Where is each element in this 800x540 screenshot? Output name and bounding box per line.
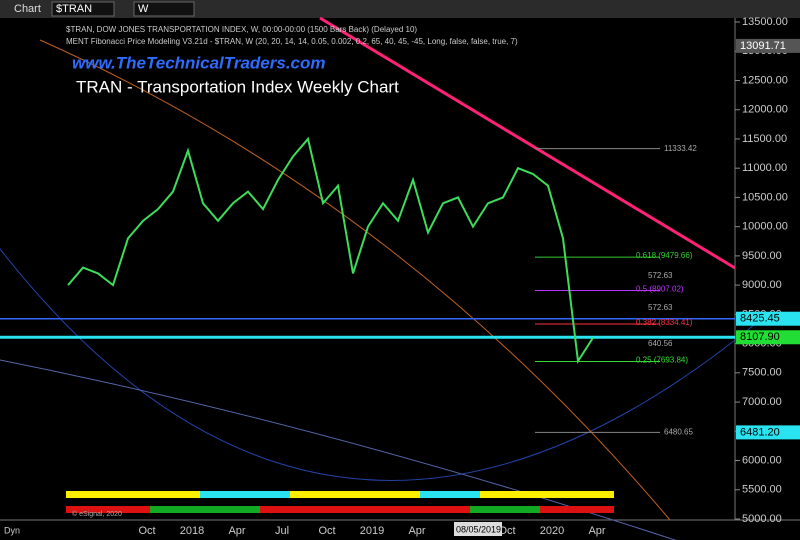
x-tick-label: Apr: [588, 525, 605, 537]
indicator-bar: [66, 506, 614, 513]
x-tick-label: 2019: [360, 525, 384, 537]
price-tag-label: 13091.71: [740, 40, 786, 52]
toolbar: [0, 0, 800, 18]
y-tick-label: 9500.00: [742, 250, 782, 262]
y-tick-label: 12000.00: [742, 104, 788, 116]
trendline: [319, 16, 736, 270]
level-label: 11333.42: [664, 144, 697, 153]
footer: Dyn: [4, 525, 20, 535]
annotation: 572.63: [648, 271, 673, 280]
price-tag: [736, 311, 800, 326]
price-tag-label: 6481.20: [740, 426, 780, 438]
x-tick-label: 2020: [540, 525, 564, 537]
fib-label: 0.618 (9479.66): [636, 251, 693, 260]
level-label: 6480.65: [664, 428, 693, 437]
x-tick-label: Oct: [498, 525, 515, 537]
y-tick-label: 9000.00: [742, 279, 782, 291]
indicator-bar: [420, 491, 480, 498]
x-tick-label: Jul: [275, 525, 289, 537]
symbol[interactable]: $TRAN: [56, 3, 92, 15]
y-tick-label: 10500.00: [742, 191, 788, 203]
y-tick-label: 10000.00: [742, 221, 788, 233]
y-tick-label: 13500.00: [742, 16, 788, 28]
watermark: www.TheTechnicalTraders.com: [72, 53, 326, 72]
annotation: 640.56: [648, 339, 673, 348]
y-tick-label: 12500.00: [742, 74, 788, 86]
fib-label: 0.5 (8907.02): [636, 285, 684, 294]
info-line: MENT Fibonacci Price Modeling V3.21d - $…: [66, 37, 518, 46]
price-tag-label: 8107.90: [740, 331, 780, 343]
price-line: [67, 136, 594, 365]
arc: [0, 247, 761, 481]
y-tick-label: 5500.00: [742, 484, 782, 496]
cursor-date-box: [454, 522, 502, 536]
y-tick-label: 7500.00: [742, 367, 782, 379]
fib-label: 0.382 (8334.41): [636, 318, 693, 327]
info-line: $TRAN, DOW JONES TRANSPORTATION INDEX, W…: [66, 25, 417, 34]
window-title: Chart: [14, 3, 41, 15]
arc: [0, 359, 677, 540]
price-tag: [736, 330, 800, 345]
x-tick-label: Apr: [408, 525, 425, 537]
fib-label: 0.25 (7693.84): [636, 356, 688, 365]
chart-title: TRAN - Transportation Index Weekly Chart: [76, 77, 399, 96]
indicator-bar: [66, 491, 614, 498]
symbol-box[interactable]: [51, 1, 115, 17]
y-tick-label: 11000.00: [742, 162, 787, 174]
x-tick-label: Oct: [318, 525, 335, 537]
price-tag: [736, 38, 800, 53]
y-tick-label: 5000.00: [742, 513, 782, 525]
indicator-bar: [150, 506, 260, 513]
indicator-bar: [470, 506, 540, 513]
arc: [39, 39, 671, 521]
cursor-date: 08/05/2019: [456, 524, 501, 534]
price-tag-label: 8425.45: [740, 313, 780, 325]
y-tick-label: 6000.00: [742, 454, 782, 466]
indicator-bar: [200, 491, 290, 498]
x-tick-label: Apr: [228, 525, 245, 537]
copyright: © eSignal, 2020: [72, 510, 122, 518]
y-tick-label: 11500.00: [742, 133, 787, 145]
x-tick-label: 2018: [180, 525, 204, 537]
interval-box[interactable]: [133, 1, 195, 17]
y-tick-label: 7000.00: [742, 396, 782, 408]
annotation: 572.63: [648, 303, 673, 312]
interval[interactable]: W: [138, 3, 149, 15]
price-tag: [736, 425, 800, 440]
x-tick-label: Oct: [138, 525, 155, 537]
